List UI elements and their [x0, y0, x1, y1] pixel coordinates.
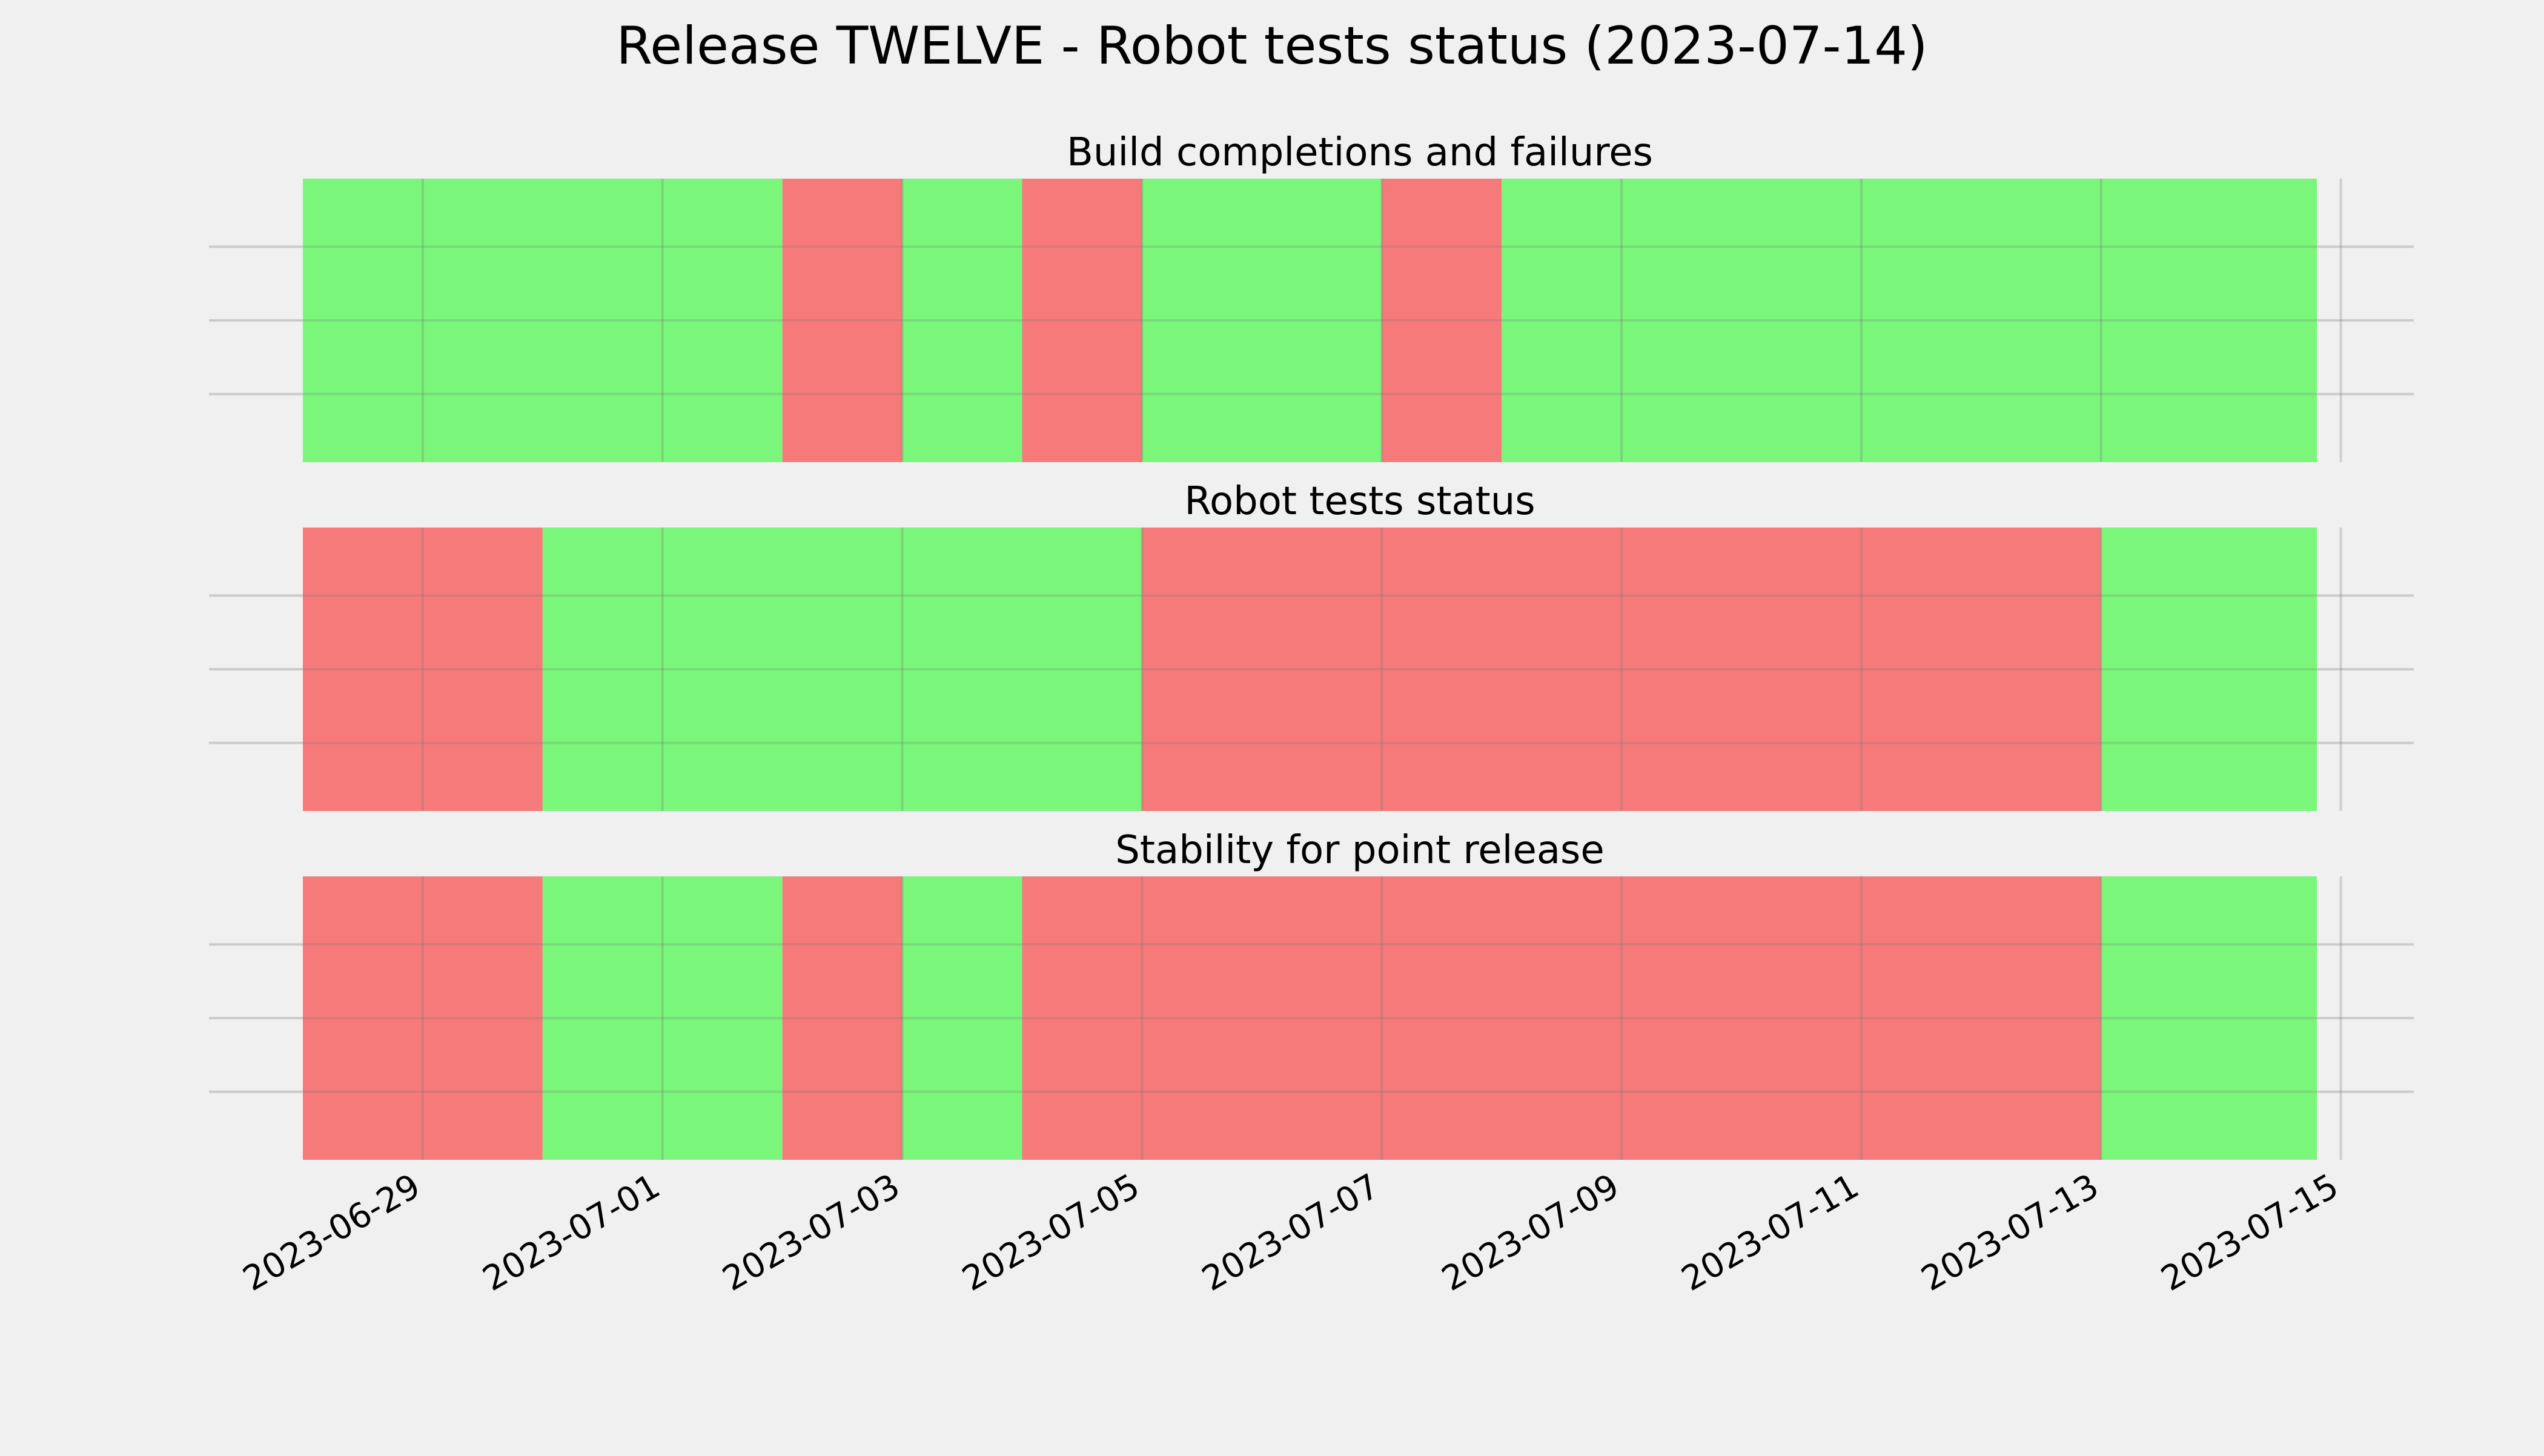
x-tick-label: 2023-07-07 — [1196, 1166, 1386, 1299]
segment-pass — [542, 528, 1142, 811]
segment-pass — [1502, 179, 2317, 462]
segment-pass — [902, 179, 1022, 462]
segment-pass — [542, 876, 783, 1160]
panel-2: Robot tests status — [209, 479, 2414, 811]
segment-fail — [1382, 179, 1502, 462]
segment-pass — [2101, 876, 2317, 1160]
x-tick-label: 2023-07-11 — [1675, 1166, 1866, 1299]
x-tick-label: 2023-07-01 — [476, 1166, 666, 1299]
segment-fail — [782, 179, 903, 462]
segment-pass — [902, 876, 1022, 1160]
panel-title: Stability for point release — [1115, 828, 1605, 873]
panel-3: Stability for point release — [209, 828, 2414, 1160]
panel-title: Robot tests status — [1184, 479, 1535, 524]
x-tick-label: 2023-07-05 — [956, 1166, 1146, 1299]
segment-fail — [1022, 179, 1142, 462]
panel-title: Build completions and failures — [1067, 130, 1653, 175]
panel-1: Build completions and failures — [209, 130, 2414, 462]
segment-fail — [303, 528, 543, 811]
x-tick-label: 2023-07-03 — [716, 1166, 906, 1299]
segment-pass — [1142, 179, 1382, 462]
segment-fail — [303, 876, 543, 1160]
segment-fail — [782, 876, 903, 1160]
x-tick-label: 2023-07-15 — [2155, 1166, 2345, 1299]
segment-pass — [2101, 528, 2317, 811]
segment-fail — [1022, 876, 2101, 1160]
chart-title: Release TWELVE - Robot tests status (202… — [616, 16, 1927, 76]
x-tick-label: 2023-07-09 — [1436, 1166, 1626, 1299]
x-tick-label: 2023-07-13 — [1915, 1166, 2105, 1299]
x-tick-label: 2023-06-29 — [237, 1166, 427, 1299]
segment-pass — [303, 179, 783, 462]
segment-fail — [1142, 528, 2101, 811]
